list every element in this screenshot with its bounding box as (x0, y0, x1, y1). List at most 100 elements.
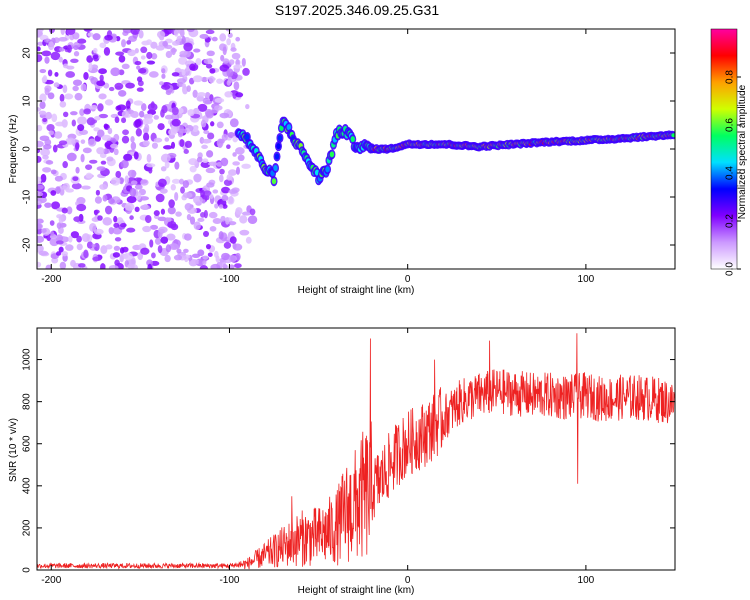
spectrogram-noise-blob (136, 76, 143, 83)
spectrogram-noise-blob (210, 121, 215, 127)
spectrogram-noise-blob (184, 233, 192, 241)
spectrogram-noise-blob (171, 47, 176, 56)
spectrogram-noise-blob (55, 121, 65, 127)
spectrogram-noise-blob (222, 263, 228, 269)
spectrogram-noise-blob (179, 50, 188, 56)
spectrogram-noise-blob (85, 164, 93, 170)
spectrogram-noise-blob (200, 161, 211, 168)
spectrogram-noise-blob (98, 68, 107, 75)
spectrogram-noise-blob (79, 108, 85, 117)
y-tick-label: 600 (22, 435, 33, 452)
spectrogram-noise-blob (117, 90, 127, 97)
spectrogram-noise-blob (203, 209, 208, 219)
spectrogram-noise-blob (40, 147, 51, 157)
spectrogram-noise-blob (220, 215, 226, 222)
spectrogram-noise-blob (68, 235, 73, 243)
spectrogram-noise-blob (171, 40, 180, 46)
spectrogram-noise-blob (200, 189, 205, 198)
spectrogram-noise-blob (130, 29, 141, 35)
spectrogram-noise-blob (187, 109, 195, 117)
spectrogram-noise-blob (167, 220, 177, 229)
spectrogram-noise-blob (45, 264, 52, 269)
spectrogram-noise-blob (181, 83, 187, 89)
spectrogram-noise-blob (127, 263, 135, 269)
spectrogram-noise-blob (130, 180, 138, 186)
spectrogram-noise-blob (42, 154, 49, 160)
spectrogram-noise-blob (206, 50, 215, 57)
spectrogram-noise-blob (157, 123, 165, 131)
spectrogram-noise-blob (134, 118, 142, 128)
spectrogram-noise-blob (203, 130, 210, 135)
spectrogram-noise-blob (235, 207, 243, 215)
spectrogram-noise-blob (197, 103, 208, 112)
spectrogram-noise-blob (228, 264, 235, 269)
spectrogram-noise-blob (50, 51, 61, 61)
spectrogram-noise-blob (147, 113, 153, 119)
spectrogram-noise-blob (181, 69, 186, 76)
spectrogram-noise-blob (209, 194, 214, 199)
spectrogram-noise-blob (224, 91, 233, 98)
spectrogram-noise-blob (66, 65, 75, 70)
spectrogram-noise-blob (112, 252, 121, 258)
spectrogram-noise-blob (40, 173, 47, 183)
spectrogram-noise-blob (219, 64, 230, 72)
spectrogram-noise-blob (196, 156, 203, 163)
spectrogram-noise-blob (95, 189, 101, 196)
spectrogram-noise-blob (220, 157, 229, 167)
spectrogram-noise-blob (71, 119, 76, 127)
spectrogram-noise-blob (130, 141, 137, 151)
spectrogram-noise-blob (59, 93, 65, 103)
spectrogram-noise-blob (211, 36, 218, 42)
spectrogram-noise-blob (202, 158, 209, 164)
spectrogram-noise-blob (185, 66, 190, 72)
spectrogram-noise-blob (155, 193, 165, 203)
spectrogram-noise-blob (203, 230, 210, 238)
spectrogram-noise-blob (173, 29, 179, 37)
spectrogram-noise-blob (72, 85, 79, 92)
spectrogram-noise-blob (139, 196, 150, 201)
spectrogram-noise-blob (235, 36, 241, 42)
spectrogram-noise-blob (66, 152, 77, 162)
spectrogram-noise-blob (228, 195, 234, 204)
spectrogram-noise-blob (87, 32, 94, 37)
spectrogram-noise-blob (160, 236, 169, 244)
spectrogram-noise-blob (199, 265, 208, 269)
spectrogram-noise-blob (136, 87, 144, 92)
spectrogram-noise-blob (189, 216, 196, 225)
spectrogram-noise-blob (106, 156, 114, 162)
spectrogram-noise-blob (59, 47, 65, 52)
spectrogram-noise-blob (222, 58, 230, 64)
spectrogram-noise-blob (230, 47, 237, 52)
spectrogram-noise-blob (86, 117, 96, 126)
spectrogram-noise-blob (143, 132, 150, 142)
colorbar-label: Normalized spectral amplitude (737, 84, 748, 219)
spectrogram-noise-blob (86, 241, 93, 249)
spectrogram-noise-blob (205, 243, 211, 250)
spectrogram-noise-blob (217, 142, 223, 149)
spectrogram-noise-blob (72, 176, 79, 182)
spectrogram-noise-blob (113, 148, 119, 156)
spectrogram-noise-blob (103, 148, 109, 155)
spectrogram-noise-blob (129, 187, 137, 197)
spectrogram-noise-blob (125, 82, 135, 89)
spectrogram-noise-blob (59, 188, 65, 196)
spectrogram-noise-blob (178, 56, 188, 65)
colorbar-frame (710, 28, 738, 270)
spectrogram-noise-blob (102, 217, 113, 226)
spectrogram-noise-blob (164, 137, 170, 142)
spectrogram-noise-blob (165, 50, 173, 59)
spectrogram-noise-blob (164, 161, 170, 169)
spectrogram-noise-blob (39, 101, 46, 109)
spectrogram-noise-blob (121, 117, 127, 124)
spectrogram-noise-blob (114, 237, 122, 242)
spectrogram-noise-blob (171, 106, 179, 116)
spectrogram-noise-blob (41, 228, 47, 233)
spectrogram-noise-blob (63, 111, 69, 118)
spectrogram-noise-blob (228, 255, 238, 263)
spectrogram-tone-core (276, 143, 281, 150)
colorbar-gradient (711, 29, 737, 269)
spectrogram-tone-core (350, 136, 355, 143)
spectrogram-noise-blob (226, 68, 234, 78)
spectrogram-noise-blob (199, 33, 209, 40)
spectrogram-noise-blob (192, 89, 198, 98)
